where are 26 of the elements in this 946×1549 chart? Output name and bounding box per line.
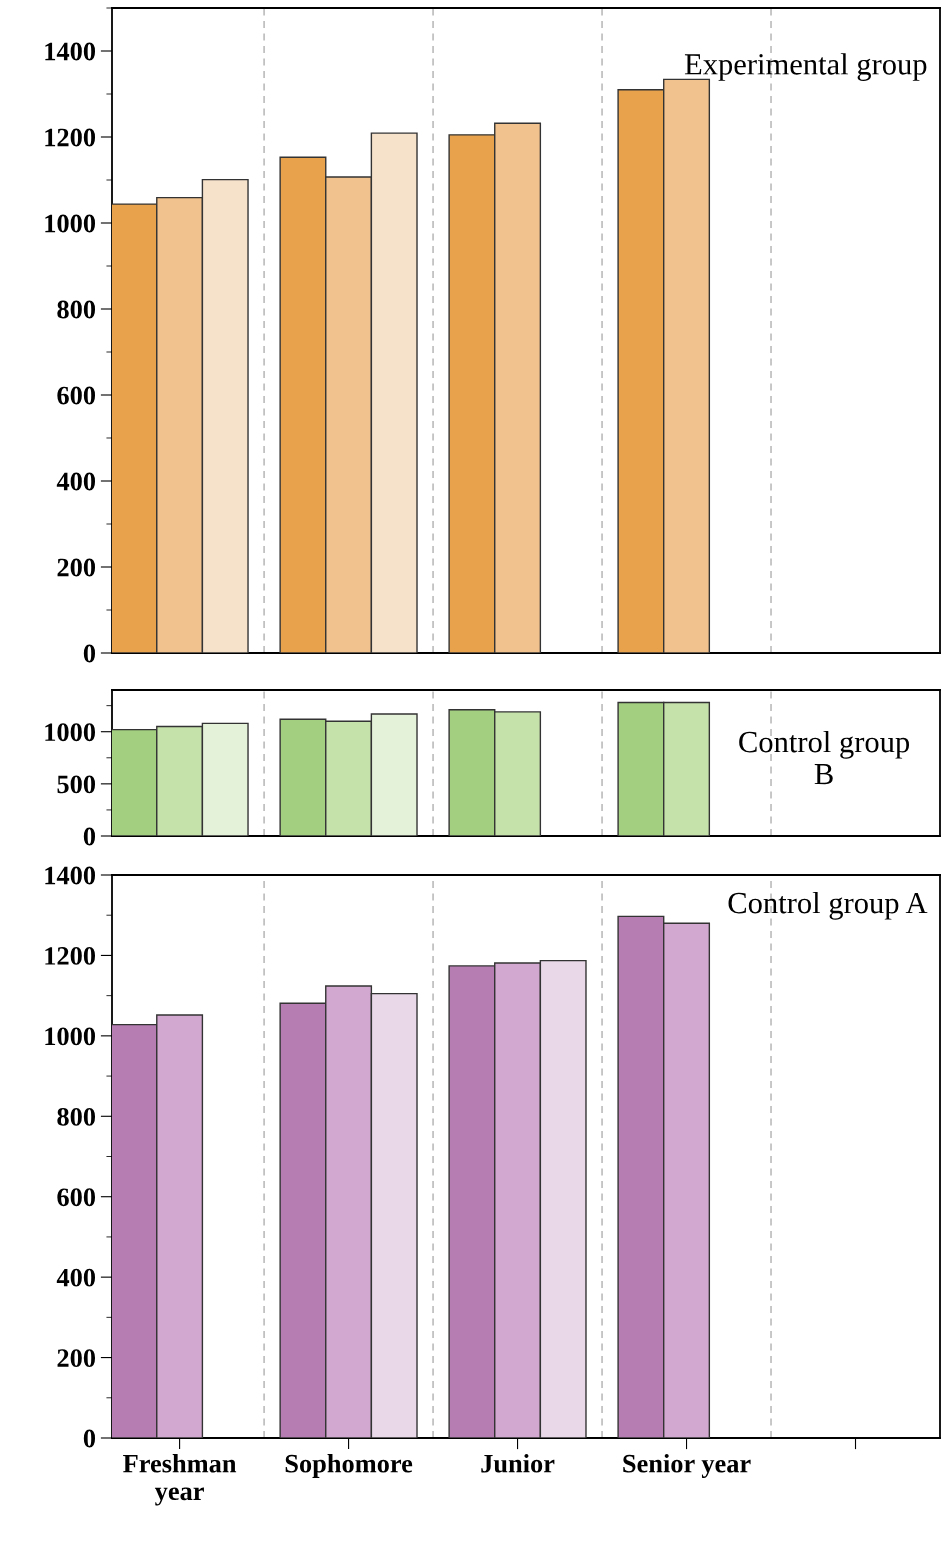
y-tick-label: 1000 [45,723,96,742]
y-tick-label: 1200 [45,128,96,147]
y-tick-label: 1200 [45,947,96,965]
y-tick-label: 800 [57,300,96,319]
annotation: Experimental group [684,53,927,81]
y-tick-label: 1000 [45,214,96,233]
x-tick-label: Sophomore [285,1453,413,1478]
y-tick-label: 400 [56,472,96,491]
y-tick-label: 1400 [45,866,96,885]
y-tick-label: 0 [83,644,96,663]
y-tick-label: 600 [57,1188,96,1207]
annotation: Control group A [728,891,928,920]
y-tick-label: 0 [83,827,96,846]
y-tick-label: 0 [83,1429,96,1448]
y-tick-label: 200 [57,558,96,577]
x-tick-label: Freshman year [123,1453,237,1506]
annotation: Control group B [739,730,910,785]
x-tick-label: Junior [481,1453,555,1473]
y-tick-label: 800 [57,1107,96,1126]
y-tick-label: 500 [57,775,96,794]
y-tick-label: 200 [57,1349,96,1367]
x-tick-label: Senior year [623,1453,751,1478]
y-tick-label: 400 [56,1268,96,1287]
y-tick-label: 1400 [45,42,96,61]
y-tick-label: 600 [57,386,96,405]
y-tick-label: 1000 [45,1027,96,1046]
